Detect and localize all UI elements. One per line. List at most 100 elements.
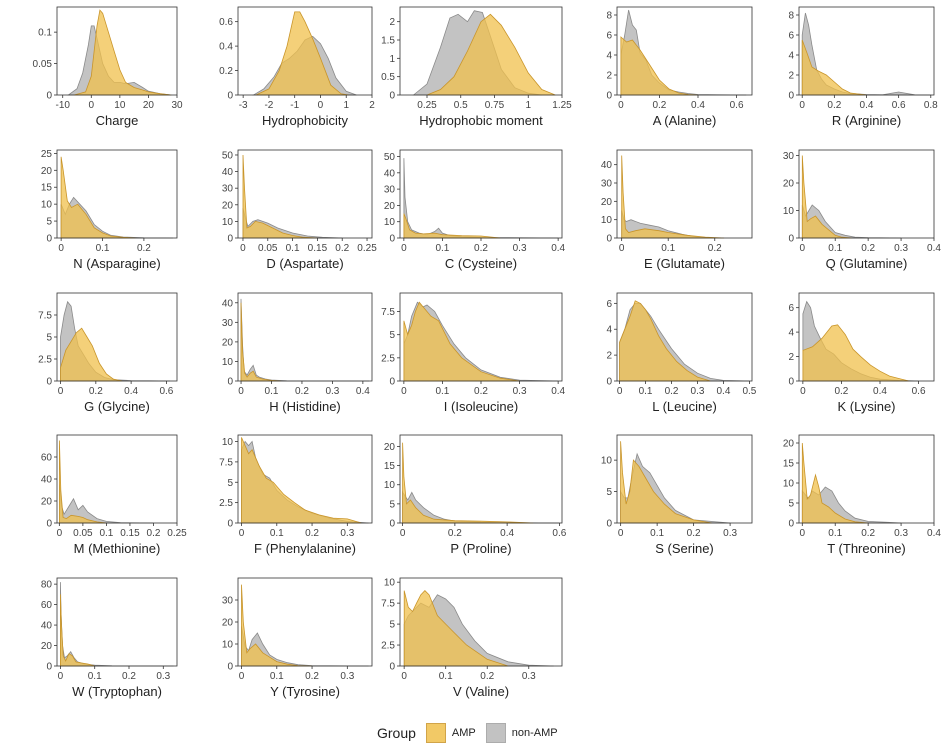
x-tick-label: 0.05 bbox=[73, 528, 93, 539]
y-tick-label: 0 bbox=[788, 519, 794, 530]
amp-density-area bbox=[802, 324, 909, 382]
x-tick-label: 0.2 bbox=[480, 671, 494, 682]
x-tick-label: 0.4 bbox=[691, 100, 705, 111]
y-tick-label: 10 bbox=[384, 480, 396, 491]
y-tick-label: 2.5 bbox=[381, 353, 395, 364]
x-tick-label: 0.3 bbox=[325, 386, 339, 397]
amp-density-area bbox=[801, 155, 852, 239]
x-axis-label: Q (Glutamine) bbox=[826, 256, 908, 271]
y-tick-label: 30 bbox=[783, 151, 795, 162]
x-tick-label: 0.2 bbox=[652, 100, 666, 111]
x-tick-label: 0.1 bbox=[828, 528, 842, 539]
x-tick-label: 0.1 bbox=[661, 243, 675, 254]
panel-m-methionine: 0 0.05 0.1 0.15 0.2 0.25 0 20 40 60 M (Methionine) bbox=[41, 434, 187, 556]
y-tick-label: 2.5 bbox=[381, 641, 395, 652]
y-tick-label: 0 bbox=[606, 234, 612, 245]
amp-density-area bbox=[60, 327, 123, 382]
panel-w-tryptophan: 0 0.1 0.2 0.3 0 20 40 60 80 W (Tryptophan) bbox=[41, 577, 178, 699]
y-tick-label: 1 bbox=[389, 54, 395, 65]
x-axis-label: W (Tryptophan) bbox=[72, 684, 162, 699]
y-tick-label: 5 bbox=[46, 333, 52, 344]
y-tick-label: 20 bbox=[41, 641, 53, 652]
panel-frame bbox=[616, 6, 753, 96]
x-tick-label: 0.4 bbox=[124, 386, 138, 397]
y-tick-label: 10 bbox=[601, 215, 613, 226]
x-tick-label: 1.25 bbox=[552, 100, 572, 111]
panel-n-asparagine: 0 0.1 0.2 0 5 10 15 20 25 N (Asparagine) bbox=[41, 149, 178, 271]
x-tick-label: -2 bbox=[264, 100, 273, 111]
x-tick-label: 0.8 bbox=[924, 100, 938, 111]
x-tick-label: 0.4 bbox=[716, 386, 730, 397]
x-tick-label: -1 bbox=[290, 100, 299, 111]
y-tick-label: 0 bbox=[788, 91, 794, 102]
x-tick-label: 0 bbox=[58, 386, 64, 397]
x-tick-label: 0.2 bbox=[448, 528, 462, 539]
panel-frame bbox=[798, 149, 935, 239]
panel-frame bbox=[237, 6, 373, 96]
x-tick-label: 0.15 bbox=[308, 243, 328, 254]
x-tick-label: 0.2 bbox=[147, 528, 161, 539]
x-tick-label: 0.2 bbox=[305, 671, 319, 682]
panel-frame bbox=[237, 434, 373, 524]
y-tick-label: 0.2 bbox=[219, 66, 233, 77]
x-axis-label: P (Proline) bbox=[450, 541, 511, 556]
x-tick-label: 0.1 bbox=[270, 671, 284, 682]
x-axis-label: Hydrophobicity bbox=[262, 113, 348, 128]
y-tick-label: 80 bbox=[41, 580, 53, 591]
x-axis-label: T (Threonine) bbox=[827, 541, 906, 556]
x-tick-label: 0.2 bbox=[665, 386, 679, 397]
panel-frame bbox=[56, 577, 178, 667]
y-tick-label: 7.5 bbox=[38, 311, 52, 322]
amp-density-area bbox=[403, 590, 509, 667]
x-axis-label: V (Valine) bbox=[453, 684, 509, 699]
amp-density-area bbox=[73, 9, 172, 96]
x-tick-label: 0.3 bbox=[156, 671, 170, 682]
x-tick-label: 0.25 bbox=[357, 243, 377, 254]
y-tick-label: 6 bbox=[606, 31, 612, 42]
legend-title: Group bbox=[377, 725, 416, 741]
x-tick-label: 0.25 bbox=[167, 528, 187, 539]
panel-s-serine: 0 0.1 0.2 0.3 0 5 10 S (Serine) bbox=[601, 434, 753, 556]
x-tick-label: 0.25 bbox=[417, 100, 437, 111]
y-tick-label: 10 bbox=[222, 217, 234, 228]
panel-hydrophobic-moment: 0.25 0.5 0.75 1 1.25 0 0.5 1 1.5 2 Hydrophobic mom… bbox=[381, 6, 572, 128]
x-tick-label: 0 bbox=[318, 100, 324, 111]
x-tick-label: 0.4 bbox=[873, 386, 887, 397]
x-tick-label: 0.1 bbox=[270, 528, 284, 539]
y-tick-label: 0.05 bbox=[33, 59, 53, 70]
y-tick-label: 60 bbox=[41, 600, 53, 611]
panel-e-glutamate: 0 0.1 0.2 0 10 20 30 40 E (Glutamate) bbox=[601, 149, 753, 271]
y-tick-label: 40 bbox=[601, 160, 613, 171]
x-tick-label: 0 bbox=[239, 528, 245, 539]
y-tick-label: 10 bbox=[222, 357, 234, 368]
y-tick-label: 10 bbox=[41, 200, 53, 211]
non-amp-density-area bbox=[240, 298, 370, 382]
amp-density-area bbox=[241, 584, 313, 667]
x-tick-label: 0.75 bbox=[485, 100, 505, 111]
non-amp-density-area bbox=[403, 158, 559, 239]
non-amp-density-area bbox=[60, 582, 174, 667]
x-tick-label: 1 bbox=[525, 100, 531, 111]
y-tick-label: 4 bbox=[788, 328, 794, 339]
y-tick-label: 6 bbox=[788, 303, 794, 314]
y-tick-label: 5 bbox=[606, 487, 612, 498]
x-tick-label: 0.4 bbox=[551, 243, 565, 254]
y-tick-label: 10 bbox=[384, 217, 396, 228]
panel-frame bbox=[399, 434, 563, 524]
y-tick-label: 30 bbox=[222, 184, 234, 195]
y-tick-label: 40 bbox=[41, 475, 53, 486]
panel-l-leucine: 0 0.1 0.2 0.3 0.4 0.5 0 2 4 6 L (Leucine) bbox=[606, 292, 757, 414]
legend-swatch-non-amp bbox=[485, 723, 506, 743]
y-tick-label: 10 bbox=[222, 640, 234, 651]
x-tick-label: 0 bbox=[617, 386, 623, 397]
x-tick-label: 0 bbox=[800, 243, 806, 254]
x-axis-label: N (Asparagine) bbox=[73, 256, 160, 271]
y-tick-label: 60 bbox=[41, 453, 53, 464]
x-tick-label: 0.3 bbox=[894, 528, 908, 539]
x-tick-label: 0.2 bbox=[834, 386, 848, 397]
x-tick-label: 0.1 bbox=[639, 386, 653, 397]
x-tick-label: -3 bbox=[239, 100, 248, 111]
x-tick-label: 0.4 bbox=[927, 528, 941, 539]
panel-frame bbox=[237, 149, 373, 239]
